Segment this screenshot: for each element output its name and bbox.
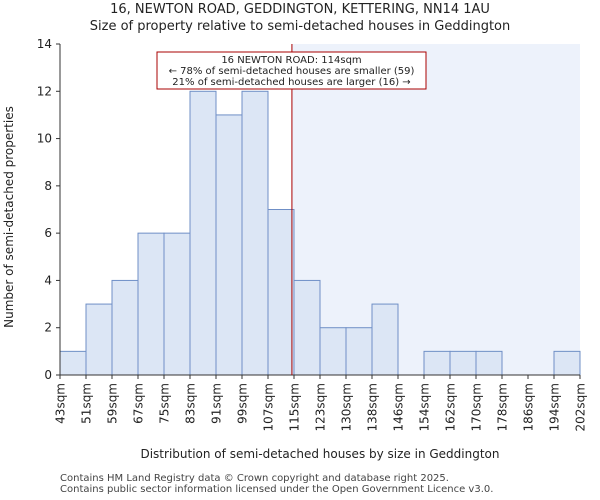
x-tick-label: 186sqm [522, 383, 536, 431]
bar-91sqm [215, 114, 243, 376]
bar-138sqm [371, 303, 399, 376]
chart-canvas: 0 2 4 6 8 10 12 14 43sqm 51sqm 59sqm 67sqm 75sqm 83sq… [2, 37, 588, 461]
x-tick-label: 91sqm [210, 383, 224, 424]
annotation-line-2: ← 78% of semi-detached houses are smalle… [169, 66, 415, 77]
x-tick-label: 107sqm [262, 383, 276, 431]
x-tick-label: 51sqm [80, 383, 94, 424]
bar-115sqm [293, 279, 321, 376]
bar-83sqm [189, 90, 217, 376]
y-tick-label: 12 [37, 84, 52, 98]
x-tick-label: 202sqm [574, 383, 588, 431]
chart-subtitle: Size of property relative to semi-detach… [89, 19, 511, 34]
x-tick-label: 130sqm [340, 383, 354, 431]
y-tick-label: 8 [44, 179, 52, 193]
x-tick-label: 170sqm [470, 383, 484, 431]
chart-title: 16, NEWTON ROAD, GEDDINGTON, KETTERING, … [110, 2, 490, 17]
x-tick-label: 67sqm [132, 383, 146, 424]
x-tick-label: 75sqm [158, 383, 172, 424]
y-tick-label: 0 [44, 368, 52, 382]
x-tick-label: 99sqm [236, 383, 250, 424]
bar-130sqm [345, 327, 373, 376]
x-tick-label: 146sqm [392, 383, 406, 431]
x-tick-label: 43sqm [54, 383, 68, 424]
bar-59sqm [111, 279, 139, 376]
y-axis-label: Number of semi-detached properties [2, 106, 16, 328]
x-tick-label: 59sqm [106, 383, 120, 424]
y-tick-label: 4 [44, 273, 52, 287]
bar-107sqm [267, 209, 295, 376]
y-tick-label: 2 [44, 321, 52, 335]
footer-attribution-ogl: Contains public sector information licen… [60, 484, 494, 495]
footer-attribution-land-registry: Contains HM Land Registry data © Crown c… [60, 473, 449, 484]
x-tick-label: 178sqm [496, 383, 510, 431]
annotation-line-1: 16 NEWTON ROAD: 114sqm [221, 55, 361, 66]
highlight-region [291, 44, 580, 375]
bar-170sqm [475, 350, 503, 376]
x-axis-label: Distribution of semi-detached houses by … [140, 447, 499, 461]
y-tick-label: 10 [37, 132, 52, 146]
bar-194sqm [553, 350, 581, 376]
x-tick-label: 194sqm [548, 383, 562, 431]
x-tick-label: 138sqm [366, 383, 380, 431]
bar-123sqm [319, 327, 347, 376]
annotation-line-3: 21% of semi-detached houses are larger (… [172, 77, 410, 88]
bar-162sqm [449, 350, 477, 376]
bar-67sqm [137, 232, 165, 376]
x-tick-label: 115sqm [288, 383, 302, 431]
x-tick-label: 154sqm [418, 383, 432, 431]
x-tick-label: 123sqm [314, 383, 328, 431]
bar-51sqm [85, 303, 113, 376]
y-tick-label: 14 [37, 37, 52, 51]
annotation-box [156, 51, 427, 90]
y-tick-label: 6 [44, 226, 52, 240]
x-tick-label: 162sqm [444, 383, 458, 431]
x-tick-label: 83sqm [184, 383, 198, 424]
bar-43sqm [59, 350, 87, 376]
bar-75sqm [163, 232, 191, 376]
bar-154sqm [423, 350, 451, 376]
bar-99sqm [241, 90, 269, 376]
